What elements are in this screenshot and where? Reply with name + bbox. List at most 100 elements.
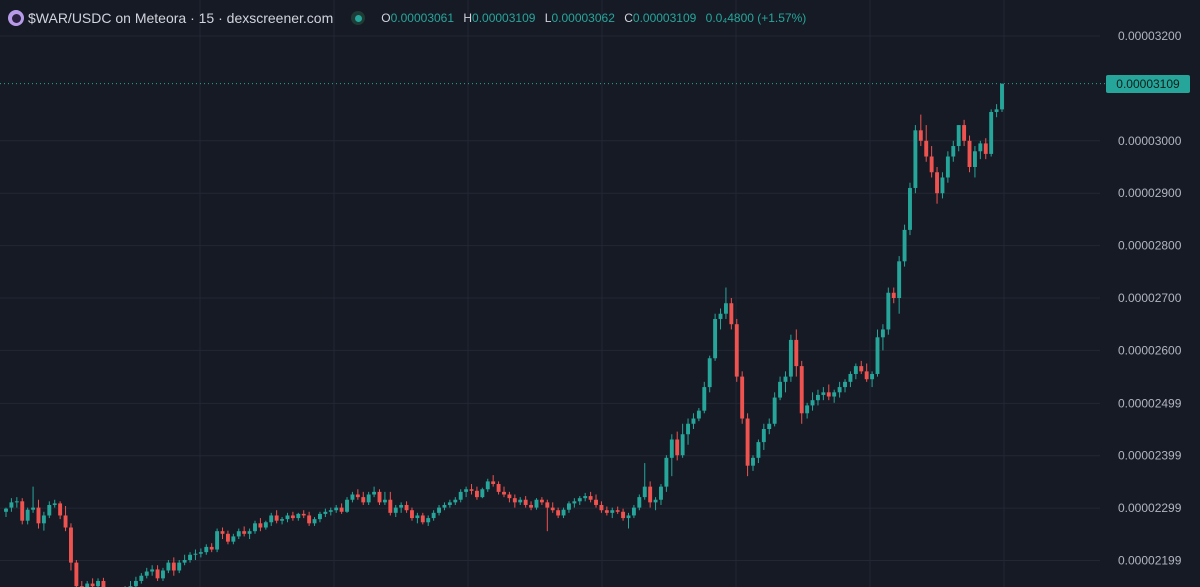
candle-body xyxy=(680,434,685,456)
candle-body xyxy=(426,518,431,523)
candle-body xyxy=(20,501,25,521)
chart-title: $WAR/USDC on Meteora · 15 · dexscreener.… xyxy=(28,10,334,26)
candle-body xyxy=(312,519,317,524)
y-tick-label: 0.00002900 xyxy=(1118,186,1182,200)
candle-body xyxy=(512,498,517,503)
live-status-icon xyxy=(351,11,366,25)
candle-body xyxy=(723,303,728,314)
candle-body xyxy=(9,502,14,508)
candle-body xyxy=(756,442,761,458)
candle-body xyxy=(318,513,322,520)
candle-body xyxy=(972,151,977,167)
candle-body xyxy=(161,570,165,579)
candle-body xyxy=(393,507,398,513)
candle-body xyxy=(696,410,701,419)
candle-body xyxy=(832,392,837,397)
candle-body xyxy=(366,494,371,503)
candle-body xyxy=(761,429,766,443)
candle-body xyxy=(372,491,377,495)
candle-body xyxy=(63,515,68,528)
candle-body xyxy=(637,497,642,508)
candles xyxy=(4,83,1004,587)
candle-body xyxy=(621,511,626,519)
candle-body xyxy=(14,501,19,503)
candle-body xyxy=(90,583,95,587)
close-label: C xyxy=(624,11,633,25)
candle-body xyxy=(583,496,588,499)
candle-body xyxy=(36,507,41,524)
candle-body xyxy=(604,510,609,513)
candle-body xyxy=(464,489,469,492)
candle-body xyxy=(296,513,301,519)
candle-body xyxy=(74,562,79,587)
candle-body xyxy=(989,111,994,154)
candle-body xyxy=(485,481,490,490)
candle-body xyxy=(572,501,577,504)
candle-body xyxy=(978,143,983,152)
candle-body xyxy=(659,486,663,500)
close-value: 0.00003109 xyxy=(632,11,697,25)
candle-body xyxy=(983,143,988,154)
open-value: 0.00003061 xyxy=(390,11,455,25)
candle-body xyxy=(247,531,252,534)
candle-body xyxy=(193,553,198,555)
price-axis[interactable]: 0.00003200 0.00003000 0.00002900 0.00002800… xyxy=(1118,29,1182,568)
candle-body xyxy=(361,497,366,503)
candle-body xyxy=(539,499,544,503)
candle-body xyxy=(675,439,680,456)
candle-body xyxy=(269,515,274,523)
candle-body xyxy=(918,130,923,141)
candle-body xyxy=(220,531,225,534)
candle-body xyxy=(274,515,279,521)
candle-body xyxy=(610,510,615,513)
candle-body xyxy=(951,146,956,157)
change-value: 0.0₄4800 (+1.57%) xyxy=(705,11,807,25)
candle-body xyxy=(886,292,891,330)
candle-body xyxy=(550,507,555,511)
candle-body xyxy=(880,329,885,338)
candle-body xyxy=(231,536,236,542)
candle-body xyxy=(626,515,631,519)
candle-body xyxy=(561,509,566,516)
candle-body xyxy=(215,531,220,550)
candle-body xyxy=(345,499,349,512)
candle-body xyxy=(567,503,571,510)
candle-body xyxy=(778,381,783,398)
candle-body xyxy=(545,502,550,508)
candle-body xyxy=(496,484,501,492)
candle-body xyxy=(480,489,485,498)
candle-body xyxy=(307,515,312,524)
candle-body xyxy=(339,507,344,512)
candle-body xyxy=(853,366,858,374)
candle-body xyxy=(101,580,106,587)
candle-body xyxy=(821,392,826,395)
low-value: 0.00003062 xyxy=(551,11,615,25)
candle-body xyxy=(713,318,718,359)
candle-body xyxy=(843,381,847,388)
candle-body xyxy=(908,187,912,230)
candle-body xyxy=(653,499,658,503)
candle-body xyxy=(285,515,290,520)
candle-body xyxy=(171,562,176,571)
candle-body xyxy=(702,387,707,411)
candle-body xyxy=(85,583,90,587)
candle-body xyxy=(523,499,528,505)
candle-body xyxy=(686,423,690,435)
candle-body xyxy=(41,515,46,524)
candle-body xyxy=(355,494,360,498)
candle-body xyxy=(133,580,138,587)
candle-body xyxy=(96,580,100,587)
y-tick-label: 0.00002800 xyxy=(1118,239,1182,253)
candle-body xyxy=(615,510,620,512)
candle-body xyxy=(334,507,339,511)
candle-body xyxy=(453,499,458,503)
candle-body xyxy=(198,552,203,554)
candle-body xyxy=(897,261,902,298)
token-logo-icon xyxy=(8,10,24,26)
high-value: 0.00003109 xyxy=(472,11,536,25)
candle-body xyxy=(242,531,247,534)
candle-body xyxy=(474,490,479,498)
candle-body xyxy=(69,527,73,563)
